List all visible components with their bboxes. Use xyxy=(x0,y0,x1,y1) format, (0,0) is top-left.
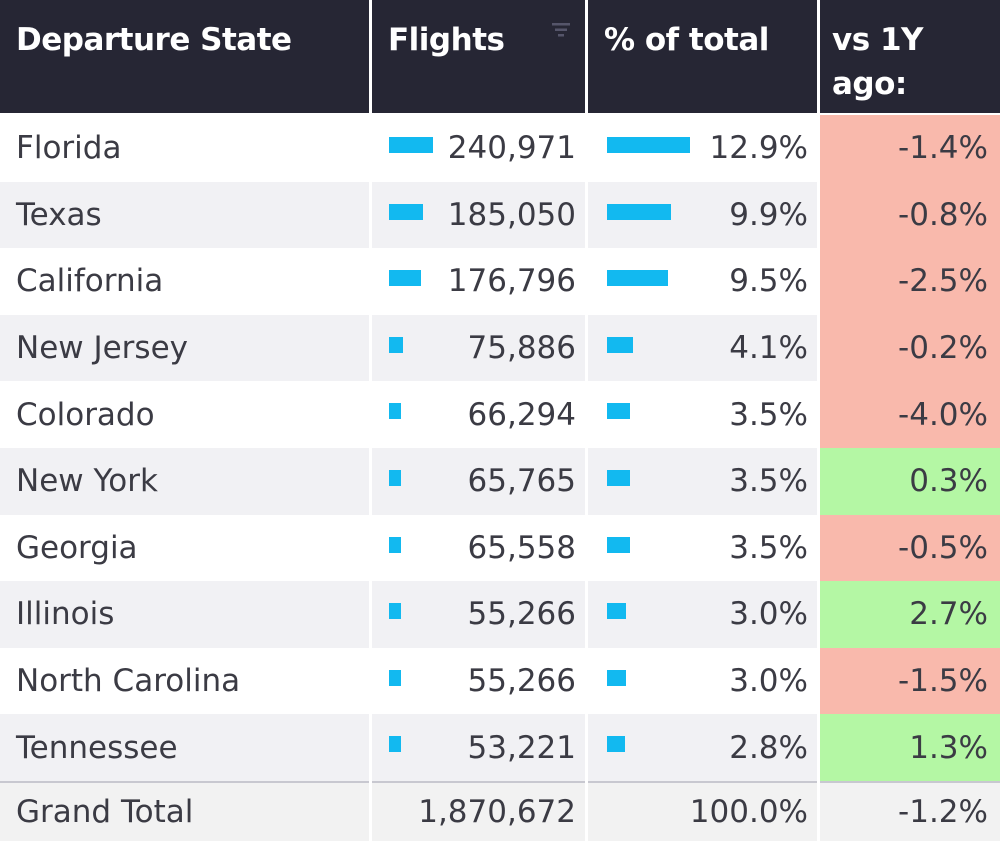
flights-value: 185,050 xyxy=(447,196,576,233)
header-state-label: Departure State xyxy=(16,22,292,58)
table-row[interactable]: Texas 185,050 9.9% -0.8% xyxy=(0,181,1000,249)
flights-data-bar xyxy=(389,603,401,620)
flights-value: 240,971 xyxy=(447,130,576,167)
header-yoy-label-line1: vs 1Y ago: xyxy=(832,22,923,102)
total-state-label: Grand Total xyxy=(16,794,194,830)
table-row[interactable]: Georgia 65,558 3.5% -0.5% xyxy=(0,514,1000,582)
yoy-change-value: -1.4% xyxy=(820,115,1000,182)
pct-of-total-value: 4.1% xyxy=(729,330,808,367)
column-divider xyxy=(369,0,372,841)
pct-data-bar xyxy=(607,403,630,420)
state-name: Tennessee xyxy=(16,729,178,766)
state-name: Georgia xyxy=(16,529,138,566)
flights-data-bar xyxy=(389,403,401,420)
pct-of-total-value: 2.8% xyxy=(729,729,808,766)
flights-data-bar xyxy=(389,203,423,220)
yoy-change-value: 1.3% xyxy=(820,714,1000,781)
flights-value: 176,796 xyxy=(447,263,576,300)
flights-data-bar xyxy=(389,270,421,287)
flights-data-bar xyxy=(389,336,403,353)
flights-value: 55,266 xyxy=(467,596,576,633)
pct-of-total-value: 3.5% xyxy=(729,529,808,566)
flights-value: 55,266 xyxy=(467,663,576,700)
table-row[interactable]: Florida 240,971 12.9% -1.4% xyxy=(0,115,1000,182)
state-name: Colorado xyxy=(16,396,155,433)
flights-data-bar xyxy=(389,470,401,486)
yoy-change-value: -0.2% xyxy=(820,314,1000,382)
table-row[interactable]: New York 65,765 3.5% 0.3% xyxy=(0,448,1000,515)
pct-of-total-value: 3.0% xyxy=(729,596,808,633)
pct-data-bar xyxy=(607,203,671,220)
table-row[interactable]: California 176,796 9.5% -2.5% xyxy=(0,248,1000,315)
pct-data-bar xyxy=(607,137,690,153)
flights-value: 65,558 xyxy=(467,529,576,566)
header-pct-of-total[interactable]: % of total xyxy=(588,0,818,113)
state-name: North Carolina xyxy=(16,663,241,700)
column-divider xyxy=(585,0,588,841)
pct-of-total-value: 12.9% xyxy=(709,130,808,167)
grand-total-row: Grand Total 1,870,672 100.0% -1.2% xyxy=(0,781,1000,841)
total-yoy: -1.2% xyxy=(898,794,988,830)
state-name: Texas xyxy=(16,196,102,233)
sort-descending-icon[interactable] xyxy=(550,20,572,42)
state-name: New York xyxy=(16,463,158,500)
header-departure-state[interactable]: Departure State xyxy=(0,0,372,113)
header-flights[interactable]: Flights xyxy=(372,0,586,113)
header-pct-label: % of total xyxy=(604,22,769,58)
flights-data-bar xyxy=(389,536,401,553)
yoy-change-value: 0.3% xyxy=(820,448,1000,515)
pct-of-total-value: 9.9% xyxy=(729,196,808,233)
yoy-change-value: 2.7% xyxy=(820,581,1000,648)
yoy-change-value: -1.5% xyxy=(820,647,1000,715)
yoy-change-value: -2.5% xyxy=(820,248,1000,315)
flights-value: 65,765 xyxy=(467,463,576,500)
column-divider xyxy=(817,0,820,841)
yoy-change-value: -0.8% xyxy=(820,181,1000,249)
table-row[interactable]: North Carolina 55,266 3.0% -1.5% xyxy=(0,647,1000,715)
total-pct: 100.0% xyxy=(689,794,808,830)
flights-data-bar xyxy=(389,137,433,153)
pct-data-bar xyxy=(607,736,625,753)
pct-of-total-value: 3.5% xyxy=(729,396,808,433)
table-row[interactable]: Colorado 66,294 3.5% -4.0% xyxy=(0,381,1000,448)
yoy-change-value: -4.0% xyxy=(820,381,1000,448)
table-row[interactable]: Tennessee 53,221 2.8% 1.3% xyxy=(0,714,1000,781)
flights-value: 53,221 xyxy=(467,729,576,766)
flights-data-bar xyxy=(389,736,401,753)
state-name: California xyxy=(16,263,164,300)
table-row[interactable]: Illinois 55,266 3.0% 2.7% xyxy=(0,581,1000,648)
header-vs-1y-ago[interactable]: vs 1Y ago: Flights xyxy=(820,0,1000,146)
flights-value: 75,886 xyxy=(467,330,576,367)
pct-data-bar xyxy=(607,603,626,620)
pct-of-total-value: 9.5% xyxy=(729,263,808,300)
header-flights-label: Flights xyxy=(388,22,505,58)
yoy-change-value: -0.5% xyxy=(820,514,1000,582)
pct-data-bar xyxy=(607,536,630,553)
flights-data-bar xyxy=(389,669,401,686)
flights-value: 66,294 xyxy=(467,396,576,433)
pct-data-bar xyxy=(607,669,626,686)
pct-data-bar xyxy=(607,470,630,486)
state-name: New Jersey xyxy=(16,330,188,367)
pct-of-total-value: 3.5% xyxy=(729,463,808,500)
pct-of-total-value: 3.0% xyxy=(729,663,808,700)
state-name: Illinois xyxy=(16,596,115,633)
table-row[interactable]: New Jersey 75,886 4.1% -0.2% xyxy=(0,314,1000,382)
total-flights: 1,870,672 xyxy=(418,794,576,830)
pct-data-bar xyxy=(607,270,668,287)
state-name: Florida xyxy=(16,130,122,167)
pct-data-bar xyxy=(607,336,633,353)
